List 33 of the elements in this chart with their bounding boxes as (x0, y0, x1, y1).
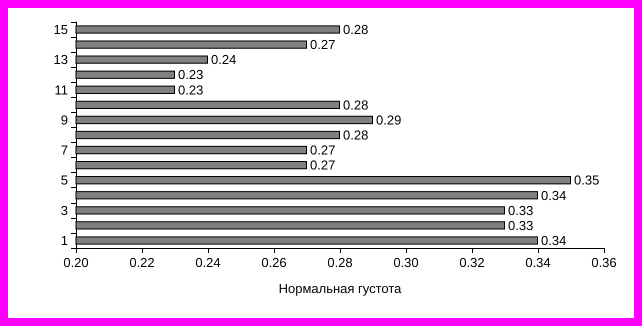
data-label: 0.29 (376, 112, 402, 128)
data-label: 0.34 (541, 232, 566, 248)
y-tick-label: 3 (60, 202, 68, 218)
data-label: 0.24 (211, 52, 236, 68)
data-label: 0.23 (178, 82, 204, 98)
x-tick-label: 0.24 (195, 255, 221, 270)
data-label: 0.28 (343, 128, 368, 142)
data-label: 0.28 (343, 22, 368, 38)
x-tick-label: 0.22 (129, 255, 155, 270)
data-label: 0.27 (310, 37, 336, 52)
x-tick-label: 0.20 (63, 255, 89, 270)
data-label: 0.33 (508, 218, 534, 233)
data-label: 0.28 (343, 97, 368, 112)
data-label: 0.35 (574, 172, 600, 188)
data-label: 0.27 (310, 158, 336, 173)
y-tick-label: 9 (60, 112, 68, 128)
y-tick-label: 11 (54, 82, 68, 98)
data-label: 0.33 (508, 202, 534, 218)
data-label: 0.23 (178, 67, 204, 82)
y-tick-label: 13 (54, 52, 68, 68)
y-tick-label: 5 (60, 172, 68, 188)
y-tick-label: 7 (60, 142, 68, 158)
data-label: 0.27 (310, 142, 336, 158)
data-label: 0.34 (541, 188, 566, 203)
x-tick-label: 0.30 (393, 255, 419, 270)
x-tick-label: 0.28 (327, 255, 353, 270)
x-tick-label: 0.36 (591, 255, 617, 270)
y-tick-label: 1 (60, 232, 68, 248)
y-tick-label: 15 (54, 22, 68, 38)
x-tick-label: 0.32 (459, 255, 485, 270)
x-axis-title: Нормальная густота (278, 281, 402, 296)
x-tick-label: 0.34 (525, 255, 551, 270)
x-tick-label: 0.26 (261, 255, 287, 270)
